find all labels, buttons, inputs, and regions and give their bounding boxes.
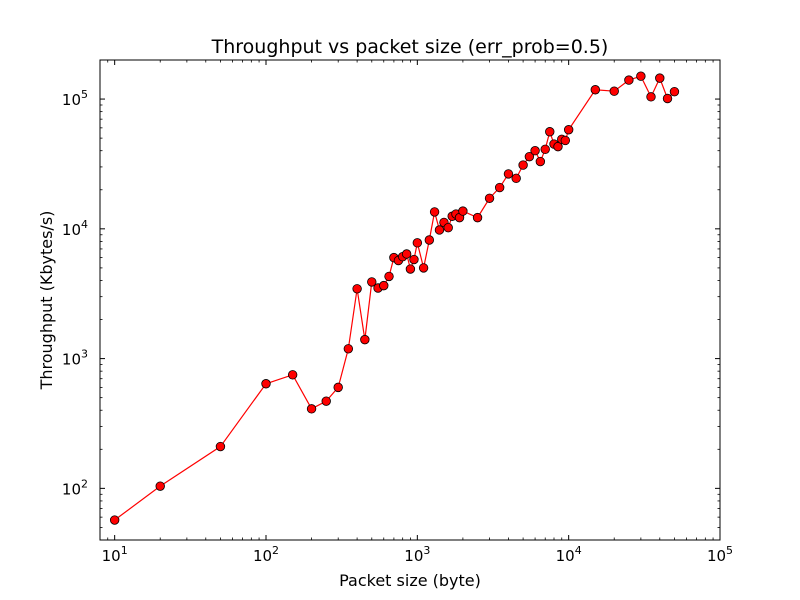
- data-point: [405, 264, 416, 274]
- data-point: [636, 71, 646, 81]
- data-point: [306, 404, 317, 414]
- data-point: [590, 85, 601, 95]
- data-point: [511, 173, 521, 184]
- data-point: [343, 344, 354, 354]
- data-point: [458, 206, 468, 216]
- data-point: [443, 223, 453, 233]
- data-point: [646, 92, 656, 102]
- data-point: [109, 515, 120, 525]
- data-point: [418, 263, 429, 273]
- data-point: [669, 86, 680, 97]
- data-point: [424, 235, 435, 245]
- chart-title: Throughput vs packet size (err_prob=0.5): [211, 36, 609, 58]
- data-point: [333, 382, 343, 393]
- data-point: [261, 379, 271, 389]
- data-point: [662, 93, 673, 104]
- data-point: [401, 249, 412, 259]
- plot-area: [109, 71, 680, 525]
- data-point: [553, 141, 563, 152]
- data-point: [484, 193, 495, 203]
- data-point: [379, 280, 389, 291]
- data-point: [563, 125, 574, 135]
- data-point: [530, 145, 540, 156]
- data-point: [472, 212, 483, 223]
- data-point: [429, 207, 440, 217]
- data-point: [215, 441, 226, 452]
- data-point: [518, 160, 528, 170]
- data-point: [412, 238, 423, 248]
- data-point: [540, 144, 550, 155]
- data-point: [287, 370, 298, 380]
- data-point: [494, 182, 505, 193]
- y-axis-label: Throughput (Kbytes/s): [37, 211, 56, 391]
- data-point: [545, 127, 555, 137]
- data-point: [524, 151, 535, 162]
- data-point: [434, 225, 445, 235]
- data-point: [321, 396, 331, 406]
- data-point: [409, 254, 419, 265]
- data-point: [609, 86, 619, 96]
- plot-frame: [99, 59, 721, 541]
- data-point: [624, 75, 634, 85]
- data-point: [560, 135, 571, 146]
- data-point: [367, 277, 377, 287]
- data-point: [155, 481, 165, 491]
- data-point: [360, 334, 370, 345]
- data-point: [655, 73, 665, 83]
- x-axis-label: Packet size (byte): [339, 571, 481, 590]
- data-point: [352, 284, 362, 294]
- data-point: [535, 156, 546, 167]
- data-point: [503, 169, 514, 179]
- data-point: [384, 271, 394, 282]
